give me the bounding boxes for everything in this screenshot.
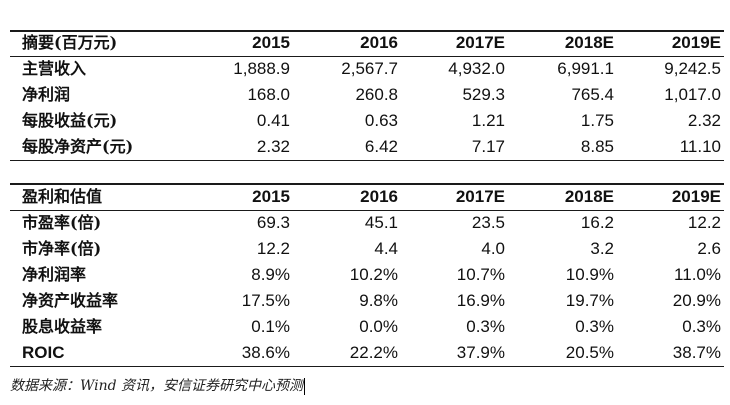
table-cell: 17.5% (241, 291, 290, 310)
table-cell: 38.6% (241, 343, 290, 362)
table-cell: 0.63 (364, 111, 398, 130)
row-label: 股息收益率 (22, 317, 103, 336)
table-cell: 16.2 (580, 213, 614, 232)
header-year: 2016 (360, 33, 398, 52)
table-cell: 69.3 (256, 213, 290, 232)
table-cell: 38.7% (672, 343, 721, 362)
header-label: 摘要(百万元) (22, 33, 118, 52)
table-cell: 20.9% (672, 291, 721, 310)
table-cell: 3.2 (590, 239, 614, 258)
table-cell: 23.5 (471, 213, 505, 232)
table-row: 股息收益率 0.1% 0.0% 0.3% 0.3% 0.3% (0, 314, 730, 340)
table-row: 市净率(倍) 12.2 4.4 4.0 3.2 2.6 (0, 236, 730, 262)
table-cell: 12.2 (256, 239, 290, 258)
row-label: 净利润率 (22, 265, 87, 284)
table-cell: 16.9% (456, 291, 505, 310)
header-year: 2015 (252, 187, 290, 206)
table-cell: 168.0 (247, 85, 290, 104)
table-cell: 765.4 (571, 85, 614, 104)
table-cell: 8.85 (580, 137, 614, 156)
table-cell: 11.0% (674, 265, 721, 284)
table-cell: 10.2% (349, 265, 398, 284)
table-cell: 9,242.5 (664, 59, 721, 78)
row-label: 净资产收益率 (22, 291, 119, 310)
table-cell: 0.41 (256, 111, 290, 130)
row-label: 市盈率(倍) (22, 213, 102, 232)
header-year: 2017E (455, 33, 505, 52)
table-row: 净资产收益率 17.5% 9.8% 16.9% 19.7% 20.9% (0, 288, 730, 314)
header-year: 2017E (455, 187, 505, 206)
table-cell: 0.0% (359, 317, 398, 336)
source-text: 数据来源：Wind 资讯，安信证券研究中心预测 (10, 378, 304, 394)
table-cell: 6,991.1 (557, 59, 614, 78)
table-cell: 10.7% (456, 265, 505, 284)
table-cell: 7.17 (471, 137, 505, 156)
table-cell: 2.32 (687, 111, 721, 130)
table-cell: 4.4 (374, 239, 398, 258)
row-label: 主营收入 (22, 59, 87, 78)
summary-table: 摘要(百万元) 2015 2016 2017E 2018E 2019E 主营收入… (0, 30, 730, 160)
header-year: 2018E (564, 33, 614, 52)
header-year: 2016 (360, 187, 398, 206)
table1-bottom-rule (10, 160, 724, 161)
valuation-table: 盈利和估值 2015 2016 2017E 2018E 2019E 市盈率(倍)… (0, 184, 730, 366)
table-cell: 4,932.0 (448, 59, 505, 78)
header-year: 2018E (564, 187, 614, 206)
table-row: 每股净资产(元) 2.32 6.42 7.17 8.85 11.10 (0, 134, 730, 160)
table-cell: 9.8% (359, 291, 398, 310)
table-cell: 20.5% (565, 343, 614, 362)
table-cell: 11.10 (679, 137, 721, 156)
row-label: 每股收益(元) (22, 111, 118, 130)
table-cell: 22.2% (349, 343, 398, 362)
table-row: 市盈率(倍) 69.3 45.1 23.5 16.2 12.2 (0, 210, 730, 236)
table-cell: 10.9% (565, 265, 614, 284)
header-year: 2019E (671, 187, 721, 206)
table-row: 净利润 168.0 260.8 529.3 765.4 1,017.0 (0, 82, 730, 108)
table2-header-rule (10, 210, 724, 211)
table2-top-rule (10, 183, 724, 185)
table-cell: 1,017.0 (664, 85, 721, 104)
row-label: ROIC (22, 343, 65, 362)
table-row: ROIC 38.6% 22.2% 37.9% 20.5% 38.7% (0, 340, 730, 366)
table-cell: 1,888.9 (233, 59, 290, 78)
table-row: 主营收入 1,888.9 2,567.7 4,932.0 6,991.1 9,2… (0, 56, 730, 82)
table-cell: 0.3% (575, 317, 614, 336)
table-cell: 0.3% (466, 317, 505, 336)
table-cell: 260.8 (355, 85, 398, 104)
header-label: 盈利和估值 (22, 187, 103, 206)
header-year: 2019E (671, 33, 721, 52)
table-cell: 1.21 (471, 111, 505, 130)
table-cell: 19.7% (565, 291, 614, 310)
source-note: 数据来源：Wind 资讯，安信证券研究中心预测 (10, 376, 306, 396)
table-cell: 6.42 (364, 137, 398, 156)
table-cell: 8.9% (251, 265, 290, 284)
table-cell: 2,567.7 (341, 59, 398, 78)
table-cell: 1.75 (580, 111, 614, 130)
table-cell: 4.0 (481, 239, 505, 258)
table-row: 净利润率 8.9% 10.2% 10.7% 10.9% 11.0% (0, 262, 730, 288)
text-cursor (304, 377, 306, 395)
table-cell: 2.32 (256, 137, 290, 156)
table-cell: 0.1% (251, 317, 290, 336)
table-row: 每股收益(元) 0.41 0.63 1.21 1.75 2.32 (0, 108, 730, 134)
table-cell: 45.1 (364, 213, 398, 232)
table-header-row: 摘要(百万元) 2015 2016 2017E 2018E 2019E (0, 30, 730, 56)
table1-top-rule (10, 30, 724, 32)
row-label: 市净率(倍) (22, 239, 102, 258)
table1-header-rule (10, 56, 724, 57)
table-cell: 0.3% (682, 317, 721, 336)
table-cell: 12.2 (687, 213, 721, 232)
row-label: 净利润 (22, 85, 71, 104)
table-header-row: 盈利和估值 2015 2016 2017E 2018E 2019E (0, 184, 730, 210)
table-cell: 529.3 (462, 85, 505, 104)
table2-bottom-rule (10, 366, 724, 367)
header-year: 2015 (252, 33, 290, 52)
table-cell: 37.9% (456, 343, 505, 362)
table-cell: 2.6 (697, 239, 721, 258)
row-label: 每股净资产(元) (22, 137, 134, 156)
